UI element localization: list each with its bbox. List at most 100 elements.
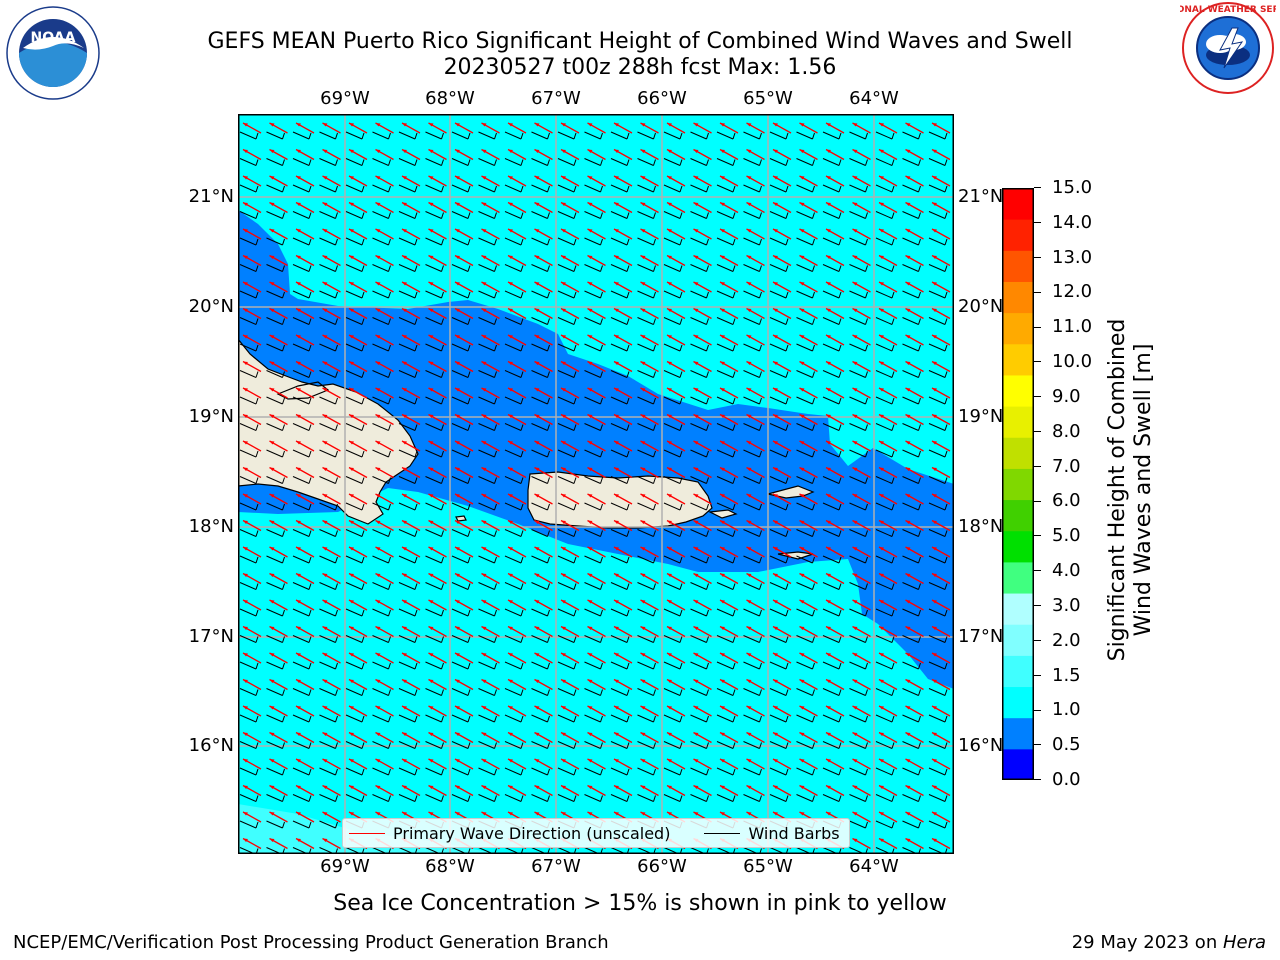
- wave-arrow-head: [799, 812, 805, 816]
- wave-arrow-head: [534, 282, 540, 286]
- wind-barb: [902, 608, 919, 617]
- wind-barb-feather: [282, 212, 285, 219]
- wind-barb-feather: [653, 397, 656, 405]
- wind-barb-feather: [732, 742, 736, 749]
- top-lon-label: 66°W: [637, 88, 687, 109]
- wind-barb: [478, 449, 495, 458]
- wave-arrow-head: [614, 361, 619, 365]
- wind-barb: [637, 396, 654, 405]
- wave-arrow-head: [296, 361, 301, 365]
- wave-arrow-head: [879, 123, 884, 127]
- wind-barb-feather: [600, 662, 603, 670]
- colorbar-tick-mark: [1034, 326, 1041, 328]
- wave-arrow-head: [799, 785, 805, 789]
- wind-barb-feather: [467, 344, 471, 352]
- wind-barb: [239, 767, 257, 776]
- wave-arrow-head: [720, 759, 725, 763]
- wind-barb-feather: [600, 742, 603, 749]
- wind-barb-feather: [838, 689, 842, 696]
- colorbar-swatch: [1002, 748, 1034, 781]
- wave-arrow-head: [614, 626, 619, 630]
- wind-barb: [690, 582, 707, 590]
- wind-barb-feather: [520, 265, 524, 272]
- land-hispaniola: [238, 339, 418, 524]
- wind-barb-feather: [388, 503, 391, 511]
- wind-barb: [822, 423, 840, 431]
- wind-barb-feather: [520, 371, 524, 378]
- wind-barb-feather: [865, 344, 868, 352]
- wave-arrow-head: [349, 520, 354, 524]
- wind-barb: [319, 343, 336, 352]
- wave-arrow-head: [640, 335, 646, 339]
- wind-barb-feather: [573, 371, 577, 378]
- wave-arrow-head: [746, 202, 752, 206]
- wind-barb: [584, 688, 601, 696]
- wave-arrow-head: [561, 706, 566, 710]
- wind-barb-feather: [282, 424, 285, 431]
- wind-barb: [690, 343, 707, 352]
- wind-barb-feather: [467, 265, 471, 272]
- wind-barb: [372, 131, 389, 140]
- wind-barb: [292, 396, 310, 405]
- wave-arrow-head: [508, 255, 513, 259]
- wind-barb: [584, 184, 601, 193]
- bottom-lon-label: 69°W: [320, 856, 370, 877]
- wind-barb: [451, 317, 469, 325]
- wind-barb-feather: [547, 609, 550, 617]
- wind-barb-feather: [467, 609, 471, 617]
- wind-barb: [319, 555, 336, 564]
- wave-arrow-head: [534, 759, 540, 763]
- wave-arrow-head: [614, 759, 619, 763]
- wind-barb-feather: [785, 238, 789, 246]
- wave-arrow-head: [720, 202, 725, 206]
- wave-arrow-head: [746, 706, 752, 710]
- wind-barb: [769, 370, 787, 378]
- wave-arrow-head: [640, 785, 646, 789]
- wave-arrow-head: [852, 732, 858, 736]
- wave-arrow-head: [693, 414, 699, 418]
- wind-barb-feather: [255, 238, 259, 246]
- wave-arrow-head: [508, 414, 513, 418]
- wind-barb: [716, 555, 734, 564]
- wave-arrow-head: [269, 255, 275, 259]
- wind-barb: [902, 290, 919, 299]
- wind-barb-feather: [679, 132, 683, 140]
- wind-barb: [663, 661, 681, 670]
- wind-barb-feather: [361, 318, 365, 325]
- wave-arrow-head: [720, 547, 725, 551]
- wind-barb-feather: [494, 583, 497, 590]
- wind-barb: [398, 449, 416, 458]
- wave-arrow-head: [428, 467, 434, 471]
- wind-barb: [239, 608, 257, 617]
- wind-barb-feather: [812, 742, 815, 749]
- wind-barb-feather: [494, 397, 497, 405]
- wave-arrow-head: [269, 467, 275, 471]
- wind-barb-feather: [653, 477, 656, 484]
- wave-arrow-head: [879, 626, 884, 630]
- wave-arrow-head: [614, 176, 619, 180]
- wind-barb: [266, 370, 283, 378]
- wave-arrow-head: [481, 600, 487, 604]
- wind-barb: [557, 158, 575, 166]
- wave-arrow-head: [587, 229, 593, 233]
- wave-arrow-head: [879, 176, 884, 180]
- wind-barb-feather: [626, 583, 630, 590]
- wind-barb-feather: [944, 450, 948, 458]
- wind-barb-feather: [838, 636, 842, 643]
- wave-arrow-head: [402, 149, 407, 153]
- wind-barb: [584, 211, 601, 219]
- wind-barb-feather: [600, 503, 603, 511]
- wave-arrow-head: [799, 255, 805, 259]
- wind-barb: [690, 529, 707, 537]
- wind-barb: [345, 343, 363, 352]
- wind-barb-feather: [414, 662, 418, 670]
- wind-barb: [584, 794, 601, 802]
- wind-barb-feather: [838, 662, 842, 670]
- wave-arrow-head: [932, 229, 937, 233]
- wind-barb-feather: [282, 397, 285, 405]
- wind-barb: [902, 661, 919, 670]
- wave-arrow-head: [614, 785, 619, 789]
- wind-barb-feather: [918, 795, 921, 802]
- wave-arrow-head: [508, 679, 513, 683]
- map-panel[interactable]: [238, 114, 954, 854]
